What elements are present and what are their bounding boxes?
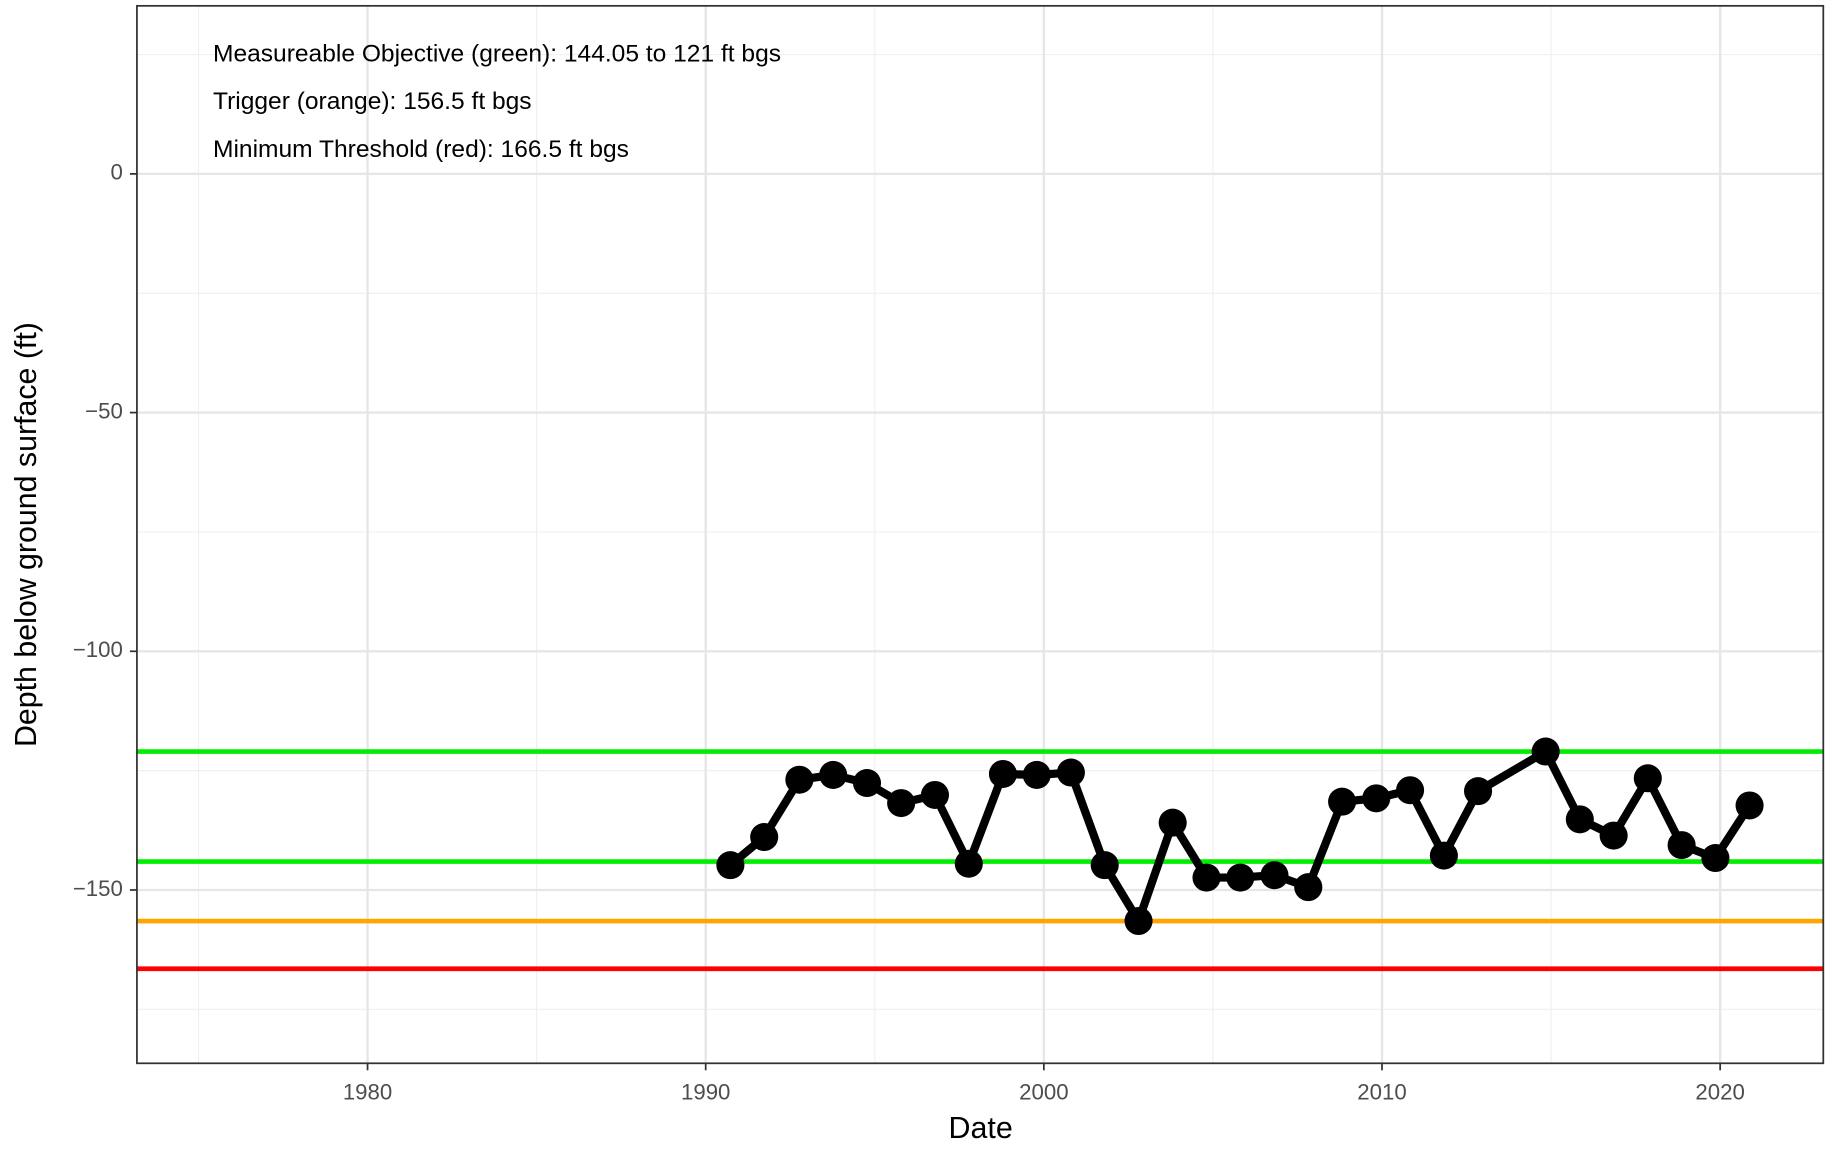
data-point: [954, 849, 983, 878]
y-axis-title: Depth below ground surface (ft): [9, 322, 43, 747]
plot-area: [136, 5, 1824, 1064]
y-tick-label: −100: [73, 637, 123, 662]
data-point: [1531, 737, 1560, 766]
data-point: [1565, 805, 1594, 834]
y-tick-label: −150: [73, 876, 123, 901]
x-tick-label: 1990: [681, 1080, 730, 1105]
plot-border: [136, 4, 1825, 1065]
x-axis-title: Date: [949, 1111, 1013, 1145]
x-tick-label: 2010: [1357, 1080, 1406, 1105]
data-point: [1735, 791, 1764, 820]
data-point: [1396, 776, 1425, 805]
data-point: [1328, 787, 1357, 816]
data-point: [1429, 841, 1458, 870]
data-point: [1701, 844, 1730, 873]
data-point: [1294, 873, 1323, 902]
data-point: [1226, 863, 1255, 892]
data-point: [1633, 764, 1662, 793]
data-point: [1124, 907, 1153, 936]
data-point: [1158, 808, 1187, 837]
x-tick-label: 2000: [1019, 1080, 1068, 1105]
data-point: [1362, 784, 1391, 813]
data-point: [785, 765, 814, 794]
data-point: [1260, 861, 1289, 890]
data-point: [1022, 760, 1051, 789]
data-point: [1599, 821, 1628, 850]
x-tick-label: 1980: [343, 1080, 392, 1105]
data-point: [1056, 758, 1085, 787]
data-point: [988, 759, 1017, 788]
y-tick-label: 0: [111, 160, 123, 185]
data-point: [920, 780, 950, 809]
data-point: [1667, 831, 1696, 860]
data-point: [852, 769, 882, 798]
x-tick-label: 2020: [1695, 1080, 1744, 1105]
annotation: Trigger (orange): 156.5 ft bgs: [213, 88, 532, 115]
data-point: [1463, 777, 1493, 806]
data-point: [1192, 863, 1221, 892]
data-point: [819, 760, 848, 789]
data-point: [1090, 851, 1119, 880]
data-point: [887, 789, 916, 818]
annotation: Minimum Threshold (red): 166.5 ft bgs: [213, 136, 629, 163]
annotation: Measureable Objective (green): 144.05 to…: [213, 40, 781, 67]
y-tick-label: −50: [85, 398, 123, 423]
data-point: [750, 822, 779, 852]
data-point: [716, 851, 745, 880]
